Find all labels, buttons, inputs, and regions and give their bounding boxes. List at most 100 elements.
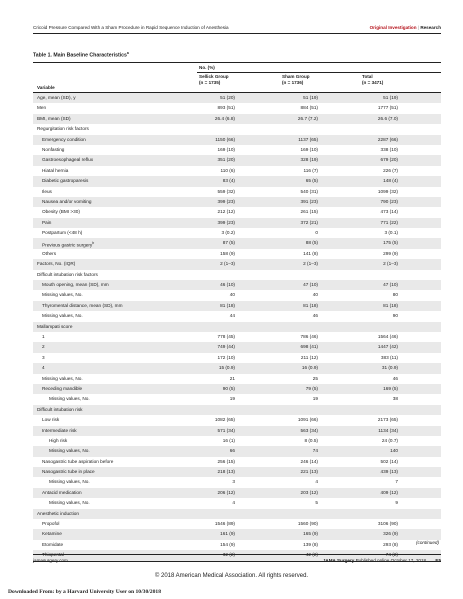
- cell-total: 47 (10): [383, 282, 398, 288]
- row-label: Others: [42, 250, 57, 256]
- table-row: Anesthetic induction: [33, 508, 441, 520]
- cell-sham: 169 (10): [300, 146, 318, 152]
- row-label: Age, mean (SD), y: [37, 95, 76, 100]
- row-label: Ileus: [42, 188, 52, 194]
- row-label: 3: [42, 354, 45, 360]
- table-top-rule: [33, 62, 441, 63]
- cell-sham: 786 (46): [300, 333, 318, 339]
- row-label: Low risk: [42, 417, 60, 423]
- cell-total: 473 (14): [380, 209, 398, 215]
- cell-sellick: 154 (9): [220, 541, 235, 547]
- footer-rule: [33, 554, 441, 555]
- table-row: Intermediate risk 571 (34) 563 (34) 1134 (3…: [33, 425, 441, 436]
- table-row: Ileus 559 (32) 540 (31) 1099 (32): [33, 187, 441, 197]
- cell-total: 1447 (42): [377, 344, 398, 350]
- cell-sellick: 399 (23): [217, 219, 235, 225]
- row-label: Etomidate: [42, 541, 64, 547]
- table-title-text: Table 1. Main Baseline Characteristics: [33, 52, 127, 59]
- cell-sham: 141 (8): [303, 250, 318, 256]
- cell-sellick: 2 (1–3): [220, 261, 235, 267]
- table-row: Missing values, No. 44 46 90: [33, 311, 441, 321]
- row-label: Men: [37, 105, 47, 111]
- cell-sham: 698 (41): [300, 344, 318, 350]
- row-label: Missing values, No.: [49, 500, 90, 506]
- cell-sellick: 40: [229, 292, 235, 298]
- cell-total: 2173 (65): [377, 417, 398, 423]
- row-label: Postpartum (<48 h): [42, 230, 83, 236]
- cell-sellick: 21: [229, 375, 235, 381]
- download-stamp: Downloaded From: by a Harvard University…: [8, 589, 161, 595]
- cell-sellick: 87 (5): [222, 240, 235, 246]
- cell-total: 439 (13): [380, 469, 398, 475]
- cell-total: 771 (22): [380, 219, 398, 225]
- cell-total: 9: [395, 500, 398, 506]
- cell-sellick: 571 (34): [217, 427, 235, 433]
- column-group-rule: [197, 72, 441, 73]
- table-row: Low risk 1082 (65) 1091 (66) 2173 (65): [33, 415, 441, 425]
- cell-sellick: 4: [232, 500, 235, 506]
- row-label: Emergency condition: [42, 136, 86, 142]
- cell-total: 90: [392, 313, 398, 319]
- cell-total: 1134 (34): [378, 427, 398, 433]
- row-label: Obesity (BMI >30): [42, 209, 80, 215]
- cell-sham: 46: [312, 313, 318, 319]
- table-row: Mallampati score: [33, 321, 441, 332]
- journal-name: JAMA Surgery: [322, 558, 355, 563]
- table-row: Obesity (BMI >30) 212 (12) 261 (15) 473 (14…: [33, 207, 441, 217]
- col-sellick-n: (n = 1735): [199, 80, 221, 85]
- cell-sellick: 893 (51): [217, 105, 235, 111]
- subsection-name: Research: [420, 24, 441, 30]
- cell-total: 38: [392, 396, 398, 402]
- cell-total: 1564 (46): [377, 333, 398, 339]
- cell-sham: 1091 (66): [297, 417, 318, 423]
- cell-sham: 65 (5): [305, 178, 318, 184]
- row-label: Missing values, No.: [42, 375, 83, 381]
- cell-total: 2 (1–3): [383, 261, 398, 267]
- cell-sellick: 3: [232, 479, 235, 485]
- section-divider: |: [417, 24, 421, 30]
- col-sellick-header: Sellick Group (n = 1735): [199, 74, 229, 86]
- cell-total: 326 (9): [383, 531, 398, 537]
- table-row: Receding mandible 90 (5) 79 (5) 169 (5): [33, 383, 441, 395]
- publication-date: Published online October 17, 2018: [355, 558, 427, 563]
- cell-sham: 4: [315, 479, 318, 485]
- row-label: Intermediate risk: [42, 427, 77, 433]
- table-header: No. (%) Sellick Group (n = 1735) Sham Gro…: [33, 63, 441, 93]
- cell-sellick: 26.4 (6.8): [214, 115, 235, 121]
- running-header: Cricoid Pressure Compared With a Sham Pr…: [33, 22, 441, 32]
- cell-sham: 221 (13): [300, 469, 318, 475]
- header-rule: [33, 33, 441, 34]
- row-label: Difficult intubation risk: [37, 406, 83, 412]
- cell-sellick: 1546 (89): [214, 521, 235, 527]
- row-label: 1: [42, 333, 45, 339]
- running-footer: jamasurgery.com JAMA Surgery Published o…: [33, 558, 441, 563]
- cell-sham: 563 (34): [300, 427, 318, 433]
- table-row: Propofol 1546 (89) 1560 (90) 3106 (90): [33, 519, 441, 529]
- cell-sham: 47 (10): [303, 282, 318, 288]
- cell-total: 679 (20): [380, 157, 398, 163]
- cell-total: 1099 (32): [377, 188, 398, 194]
- table-row: Etomidate 154 (9) 139 (8) 293 (8): [33, 540, 441, 550]
- table-row: Difficult intubation risk factors: [33, 270, 441, 280]
- col-sham-n: (n = 1736): [282, 80, 304, 85]
- cell-total: 293 (8): [383, 541, 398, 547]
- cell-sham: 74: [312, 448, 318, 454]
- cell-sellick: 110 (6): [220, 167, 235, 173]
- cell-sellick: 161 (9): [220, 531, 235, 537]
- col-total-n: (n = 3471): [362, 80, 384, 85]
- cell-total: 31 (0.9): [381, 365, 398, 371]
- table-row: Hiatal hernia 110 (6) 116 (7) 226 (7): [33, 166, 441, 176]
- cell-total: 24 (0.7): [381, 437, 398, 443]
- col-sham-header: Sham Group (n = 1736): [282, 74, 310, 86]
- row-label: High risk: [49, 437, 68, 443]
- table-row: Ketamine 161 (9) 165 (9) 326 (9): [33, 529, 441, 540]
- table-row: Others 158 (9) 141 (8) 299 (9): [33, 249, 441, 259]
- col-total-header: Total (n = 3471): [362, 74, 383, 86]
- cell-sellick: 1082 (65): [214, 417, 235, 423]
- table-row: Pain 399 (23) 372 (21) 771 (22): [33, 217, 441, 229]
- journal-url[interactable]: jamasurgery.com: [33, 558, 68, 563]
- table-row: Missing values, No. 66 74 140: [33, 446, 441, 457]
- copyright-notice: © 2018 American Medical Association. All…: [154, 573, 309, 579]
- table-row: High risk 16 (1) 8 (0.5) 24 (0.7): [33, 436, 441, 446]
- cell-sham: 540 (31): [300, 188, 318, 194]
